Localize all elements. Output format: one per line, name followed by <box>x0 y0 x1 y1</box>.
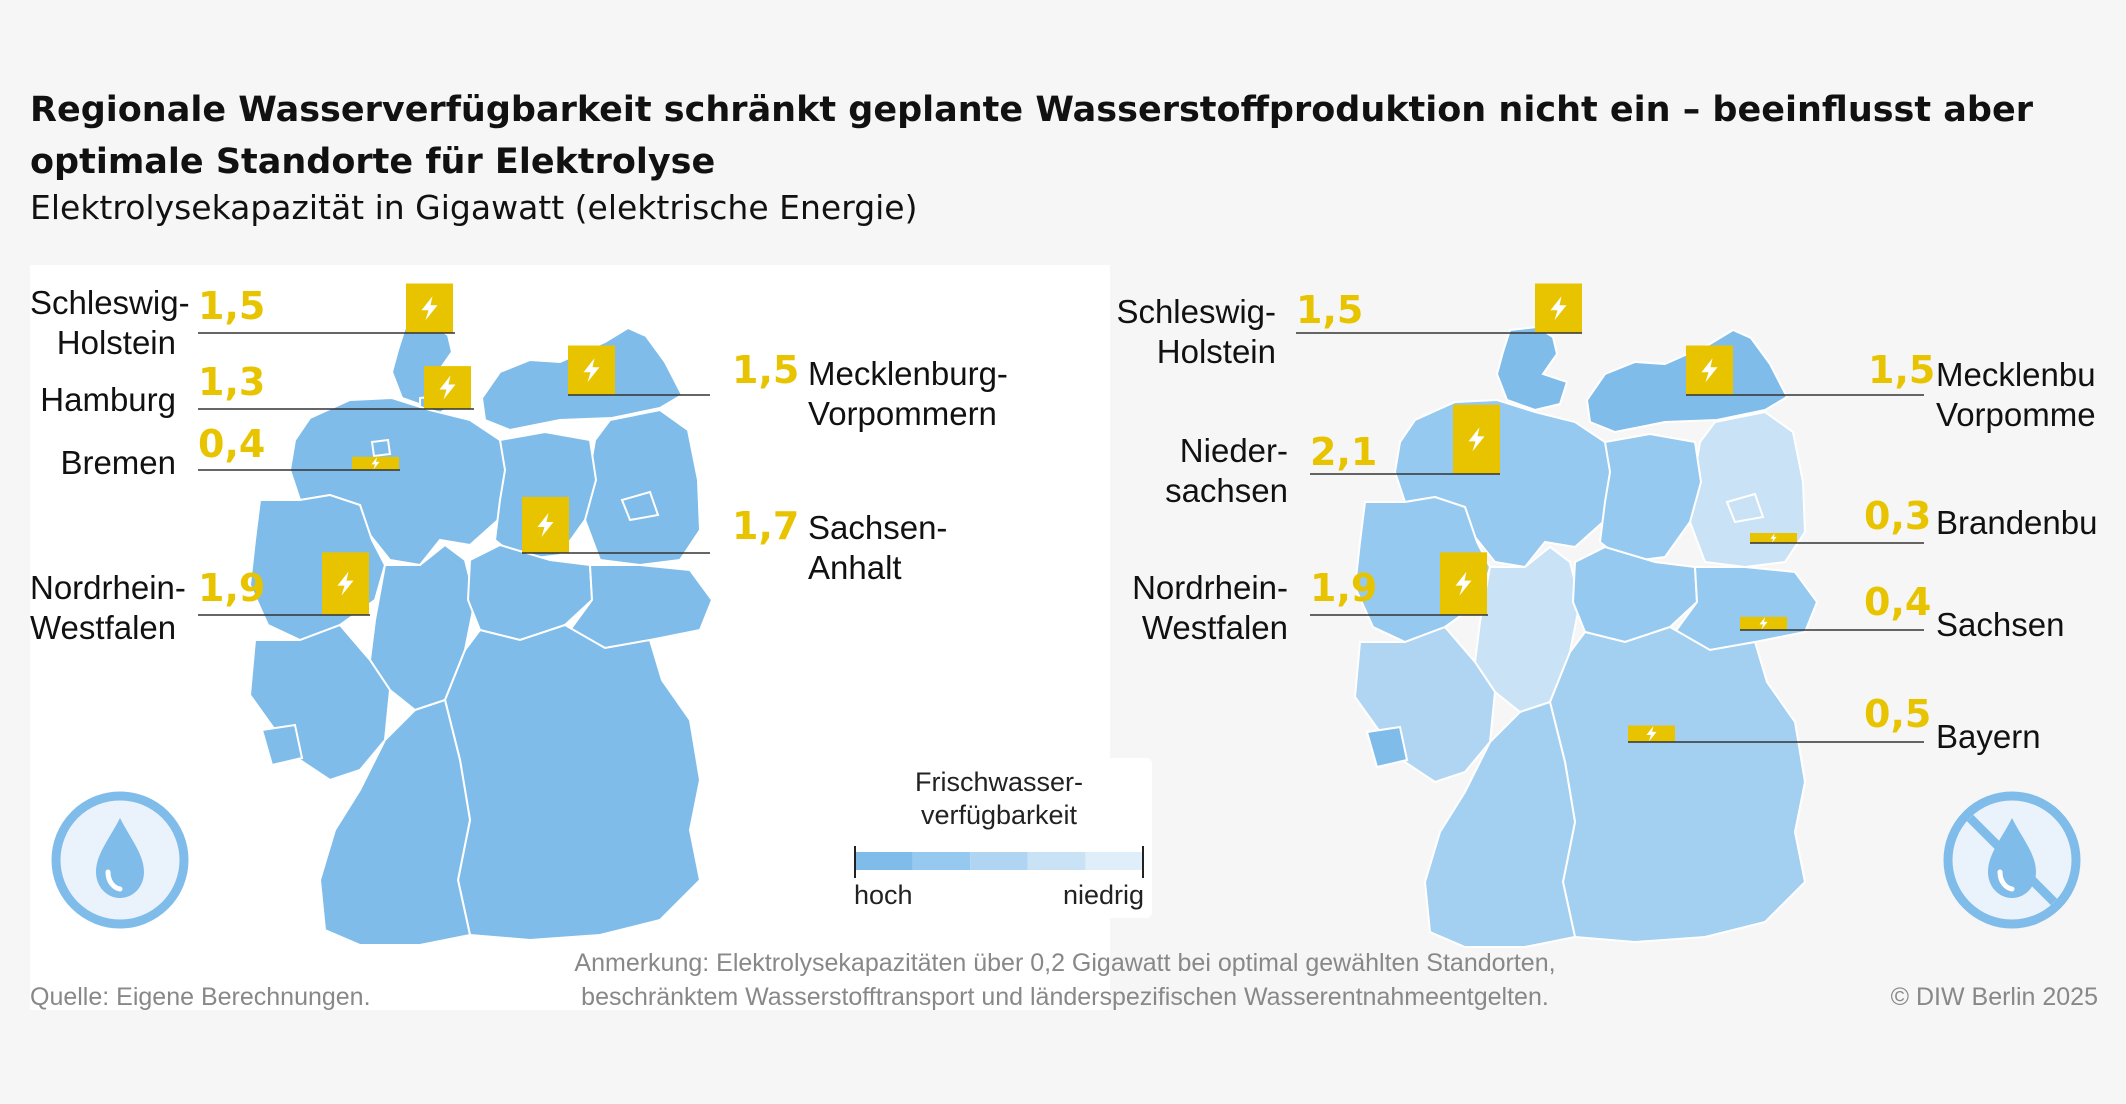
right-state-saarland <box>1365 725 1409 769</box>
legend-swatch <box>855 852 913 870</box>
value-right-mecklenburg-vorpommern: 1,5 <box>1868 348 1936 392</box>
left-state-sachsen-anhalt <box>493 430 598 562</box>
value-left-nordrhein-westfalen: 1,9 <box>198 566 266 610</box>
legend-high-label: niedrig <box>1062 880 1144 910</box>
lightning-icon <box>421 296 438 321</box>
lightning-icon <box>1455 571 1472 596</box>
lightning-icon <box>583 358 600 383</box>
label-right-mecklenburg-vorpommern: Mecklenburg- Vorpommern <box>1936 356 2096 433</box>
source-note: Quelle: Eigene Berechnungen. <box>30 983 371 1011</box>
value-right-bayern: 0,5 <box>1864 692 1932 736</box>
label-right-schleswig-holstein: Schleswig- Holstein <box>1116 293 1276 370</box>
label-right-niedersachsen: Nieder- sachsen <box>1165 432 1288 509</box>
value-right-schleswig-holstein: 1,5 <box>1296 288 1364 332</box>
label-left-mecklenburg-vorpommern: Mecklenburg- Vorpommern <box>808 355 1008 432</box>
lightning-icon <box>1550 296 1567 321</box>
legend-title: Frischwasser- verfügbarkeit <box>914 767 1083 830</box>
legend-color-scale <box>854 846 1144 878</box>
right-state-thueringen <box>1571 545 1699 644</box>
left-state-bremen <box>370 438 392 458</box>
lightning-icon <box>1646 726 1657 742</box>
lightning-icon <box>1701 358 1718 383</box>
label-left-sachsen-anhalt: Sachsen- Anhalt <box>808 509 948 586</box>
legend-swatch <box>912 852 971 870</box>
label-right-brandenburg: Brandenburg <box>1936 504 2096 541</box>
lightning-icon <box>337 571 354 596</box>
left-state-saarland <box>260 723 304 767</box>
lightning-icon <box>371 457 380 470</box>
right-state-baden-wuerttemberg <box>1423 700 1577 948</box>
value-right-brandenburg: 0,3 <box>1864 494 1932 538</box>
label-right-bayern: Bayern <box>1936 718 2041 755</box>
label-left-hamburg: Hamburg <box>40 381 176 418</box>
lightning-icon <box>1468 427 1485 452</box>
chart-title: Regionale Wasserverfügbarkeit schränkt g… <box>30 90 2033 182</box>
value-left-bremen: 0,4 <box>198 422 266 466</box>
value-right-nordrhein-westfalen: 1,9 <box>1310 566 1378 610</box>
value-left-schleswig-holstein: 1,5 <box>198 284 266 328</box>
lightning-icon <box>1759 617 1768 630</box>
copyright: © DIW Berlin 2025 <box>1890 983 2098 1011</box>
lightning-icon <box>1770 533 1777 543</box>
right-state-schleswig-holstein <box>1495 325 1569 412</box>
legend-swatch <box>1027 852 1086 870</box>
value-left-hamburg: 1,3 <box>198 360 266 404</box>
value-right-niedersachsen: 2,1 <box>1310 430 1378 474</box>
lightning-icon <box>537 512 554 537</box>
label-left-bremen: Bremen <box>60 444 176 481</box>
right-germany-map <box>1353 325 1819 948</box>
value-left-sachsen-anhalt: 1,7 <box>732 504 800 548</box>
legend-low-label: hoch <box>854 880 913 910</box>
footnote: Anmerkung: Elektrolysekapazitäten über 0… <box>574 949 1556 1011</box>
right-state-sachsen-anhalt <box>1598 432 1703 564</box>
lightning-icon <box>439 375 456 400</box>
legend: Frischwasser- verfügbarkeit hoch niedrig <box>846 758 1152 918</box>
chart-subtitle: Elektrolysekapazität in Gigawatt (elektr… <box>30 188 918 227</box>
label-right-nordrhein-westfalen: Nordrhein- Westfalen <box>1132 569 1288 646</box>
legend-swatch <box>1085 852 1143 870</box>
label-left-nordrhein-westfalen: Nordrhein- Westfalen <box>30 569 186 646</box>
label-right-sachsen: Sachsen <box>1936 606 2065 643</box>
left-state-berlin <box>620 490 660 522</box>
label-left-schleswig-holstein: Schleswig- Holstein <box>30 284 190 361</box>
no-water-drop-icon <box>1943 791 2081 929</box>
water-drop-icon <box>51 791 189 929</box>
left-germany-map <box>248 323 714 946</box>
right-state-berlin <box>1725 492 1765 524</box>
left-state-sachsen <box>568 564 714 650</box>
legend-swatch <box>970 852 1028 870</box>
left-state-baden-wuerttemberg <box>318 698 472 946</box>
value-right-sachsen: 0,4 <box>1864 580 1932 624</box>
value-left-mecklenburg-vorpommern: 1,5 <box>732 348 800 392</box>
